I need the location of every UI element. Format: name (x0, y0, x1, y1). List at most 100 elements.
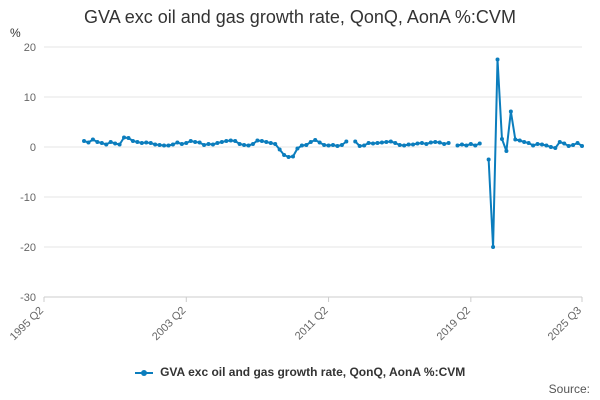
data-point (548, 145, 553, 149)
data-point (113, 141, 118, 146)
data-point (477, 141, 482, 146)
y-axis-unit-label: % (10, 26, 21, 40)
data-point (371, 141, 376, 146)
data-point (126, 136, 131, 140)
data-point (531, 143, 536, 148)
data-point (228, 138, 233, 143)
data-point (353, 139, 358, 144)
data-point (242, 143, 247, 147)
data-point (82, 139, 87, 143)
data-point (326, 143, 331, 148)
data-point (411, 142, 416, 147)
data-point (357, 144, 362, 148)
data-point (139, 141, 144, 145)
chart-legend[interactable]: GVA exc oil and gas growth rate, QonQ, A… (0, 365, 600, 379)
x-tick-label: 2011 Q2 (293, 305, 331, 343)
data-point (246, 143, 251, 148)
y-tick-label: -20 (20, 242, 36, 254)
data-point (130, 139, 135, 143)
data-point (580, 144, 584, 148)
data-point (468, 142, 473, 146)
data-point (277, 147, 282, 152)
data-point (313, 138, 318, 142)
data-point (157, 143, 162, 147)
data-point (295, 146, 300, 151)
data-point (322, 143, 327, 147)
data-point (557, 140, 562, 144)
data-point (473, 143, 478, 148)
data-point (437, 140, 442, 145)
data-point (255, 138, 260, 143)
data-point (415, 141, 420, 146)
data-point (317, 140, 322, 145)
data-point (95, 140, 100, 144)
x-tick-label: 1995 Q2 (8, 305, 46, 343)
data-point (122, 135, 127, 140)
data-point (237, 142, 242, 146)
data-point (504, 149, 509, 153)
data-point (428, 140, 433, 145)
data-point (224, 139, 229, 143)
data-point (215, 141, 220, 145)
data-point (179, 142, 184, 146)
data-point (166, 143, 171, 148)
data-point (210, 142, 215, 147)
data-point (379, 140, 384, 145)
legend-series-marker-icon (134, 368, 153, 378)
data-point (331, 143, 336, 147)
data-point (99, 141, 104, 145)
data-point (397, 143, 402, 147)
data-point (188, 139, 193, 143)
data-point (517, 138, 522, 143)
data-point (86, 140, 91, 145)
data-point (273, 142, 278, 146)
data-point (250, 142, 255, 146)
data-point (366, 141, 371, 145)
data-point (486, 157, 491, 162)
data-point (553, 146, 558, 150)
series-line (487, 58, 583, 248)
data-point (108, 140, 113, 144)
data-point (375, 141, 380, 145)
data-point (459, 142, 464, 147)
data-point (175, 140, 180, 145)
x-tick-label: 2019 Q2 (435, 305, 473, 343)
y-tick-label: -30 (20, 292, 36, 304)
y-tick-label: 10 (24, 92, 36, 104)
data-point (402, 143, 407, 148)
series-line (354, 140, 449, 147)
data-point (339, 143, 344, 147)
data-point (299, 143, 304, 148)
data-point (522, 140, 527, 144)
y-tick-label: -10 (20, 192, 36, 204)
data-point (508, 109, 513, 114)
data-point (491, 245, 496, 249)
data-point (282, 153, 287, 157)
data-point (193, 140, 198, 144)
data-point (419, 141, 424, 145)
data-point (446, 141, 451, 145)
data-point (148, 141, 153, 145)
x-tick-label: 2025 Q3 (546, 305, 584, 343)
data-point (562, 141, 567, 146)
data-point (233, 139, 238, 143)
data-point (575, 141, 580, 145)
data-point (362, 143, 367, 148)
data-point (117, 142, 122, 147)
data-point (206, 142, 211, 146)
data-point (170, 142, 175, 147)
data-point (219, 140, 224, 144)
legend-series-label: GVA exc oil and gas growth rate, QonQ, A… (160, 365, 466, 379)
data-point (406, 142, 411, 147)
data-point (335, 144, 340, 148)
data-point (513, 137, 518, 142)
data-point (268, 141, 273, 145)
data-point (304, 143, 309, 147)
data-point (264, 140, 269, 144)
data-point (535, 142, 540, 146)
x-tick-label: 2003 Q2 (150, 305, 188, 343)
data-point (388, 139, 393, 144)
data-point (566, 144, 571, 148)
data-point (442, 142, 447, 146)
